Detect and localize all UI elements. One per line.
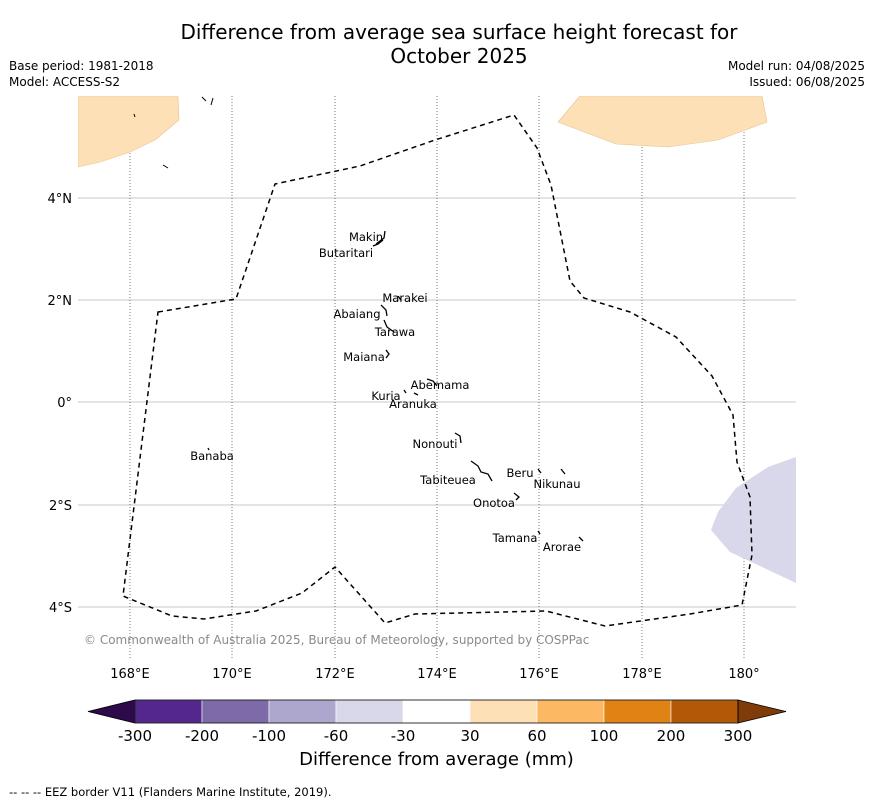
colorbar-tick-label: -200 bbox=[185, 727, 219, 745]
atoll-kuria bbox=[403, 389, 407, 394]
title-line-2: October 2025 bbox=[390, 44, 528, 68]
title-line-1: Difference from average sea surface heig… bbox=[180, 20, 738, 44]
atoll-tabiteuea bbox=[470, 460, 493, 482]
atoll-outlines bbox=[207, 230, 584, 542]
land-fragment bbox=[162, 164, 169, 169]
label-banaba: Banaba bbox=[190, 449, 234, 463]
colorbar-tick-label: -100 bbox=[252, 727, 286, 745]
atoll-aranuka bbox=[413, 392, 419, 396]
colorbar-bin bbox=[201, 699, 270, 724]
label-beru: Beru bbox=[507, 466, 534, 480]
anomaly-patch-northwest bbox=[78, 96, 180, 168]
colorbar-bin bbox=[670, 699, 739, 724]
colorbar-overflow-arrow bbox=[737, 699, 787, 724]
land-fragments bbox=[133, 96, 214, 169]
label-onotoa: Onotoa bbox=[473, 496, 515, 510]
colorbar-bin bbox=[402, 699, 471, 724]
colorbar-tick-label: 30 bbox=[460, 727, 479, 745]
lat-label-4s: 4°S bbox=[49, 601, 72, 616]
issued-date: Issued: 06/08/2025 bbox=[749, 75, 865, 89]
atoll-butaritari bbox=[372, 239, 384, 247]
label-marakei: Marakei bbox=[382, 291, 427, 305]
colorbar-tick-label: 300 bbox=[724, 727, 753, 745]
label-tabiteuea: Tabiteuea bbox=[419, 473, 476, 487]
anomaly-patch-northeast bbox=[557, 96, 768, 148]
lon-label-172e: 172°E bbox=[315, 667, 355, 682]
atoll-onotoa bbox=[513, 492, 520, 501]
atoll-tarawa bbox=[383, 319, 395, 333]
lat-label-0: 0° bbox=[57, 396, 72, 411]
lon-label-180: 180° bbox=[728, 667, 759, 682]
land-fragment bbox=[210, 97, 214, 106]
colorbar-bin bbox=[268, 699, 337, 724]
lon-gridlines bbox=[129, 96, 745, 658]
map-title: Difference from average sea surface heig… bbox=[0, 20, 873, 68]
lat-label-2n: 2°N bbox=[48, 294, 73, 309]
atoll-nikunau bbox=[560, 468, 566, 475]
lon-tick-labels: 168°E 170°E 172°E 174°E 176°E 178°E 180° bbox=[110, 667, 759, 682]
atoll-banaba bbox=[207, 447, 210, 451]
model-name: Model: ACCESS-S2 bbox=[9, 75, 121, 89]
copyright-notice: © Commonwealth of Australia 2025, Bureau… bbox=[84, 633, 589, 647]
label-aranuka: Aranuka bbox=[389, 397, 437, 411]
colorbar-title: Difference from average (mm) bbox=[299, 749, 574, 770]
anomaly-patch-southeast bbox=[711, 457, 796, 583]
label-maiana: Maiana bbox=[343, 350, 385, 364]
colorbar-bin bbox=[536, 699, 605, 724]
colorbar-bin bbox=[134, 699, 203, 724]
colorbar-bins bbox=[134, 699, 739, 724]
atoll-arorae bbox=[578, 536, 584, 542]
atoll-abemama bbox=[426, 378, 438, 387]
label-nikunau: Nikunau bbox=[533, 477, 580, 491]
atoll-tamana bbox=[537, 530, 541, 535]
colorbar-underflow-arrow bbox=[87, 699, 136, 724]
base-period: Base period: 1981-2018 bbox=[9, 59, 154, 73]
model-run: Model run: 04/08/2025 bbox=[727, 59, 865, 73]
label-tamana: Tamana bbox=[492, 531, 538, 545]
colorbar-frame bbox=[134, 699, 739, 724]
meta-left: Base period: 1981-2018 Model: ACCESS-S2 bbox=[9, 58, 154, 90]
lat-label-2s: 2°S bbox=[49, 499, 72, 514]
label-abaiang: Abaiang bbox=[333, 307, 380, 321]
meta-right: Model run: 04/08/2025 Issued: 06/08/2025 bbox=[728, 58, 865, 90]
map-area: Makin Butaritari Marakei Abaiang Tarawa … bbox=[78, 96, 796, 658]
eez-legend-note: -- -- -- EEZ border V11 (Flanders Marine… bbox=[9, 785, 332, 799]
colorbar-tick-label: 60 bbox=[527, 727, 546, 745]
lon-label-168e: 168°E bbox=[110, 667, 150, 682]
island-labels: Makin Butaritari Marakei Abaiang Tarawa … bbox=[190, 230, 581, 554]
colorbar-tick-label: -300 bbox=[118, 727, 152, 745]
land-fragment bbox=[201, 96, 207, 102]
label-butaritari: Butaritari bbox=[319, 246, 373, 260]
colorbar-bin bbox=[335, 699, 404, 724]
label-nonouti: Nonouti bbox=[413, 437, 458, 451]
lon-label-170e: 170°E bbox=[212, 667, 252, 682]
colorbar-tick-label: 200 bbox=[657, 727, 686, 745]
lon-label-174e: 174°E bbox=[417, 667, 457, 682]
lat-tick-labels: 4°N 2°N 0° 2°S 4°S bbox=[48, 192, 73, 616]
atoll-maiana bbox=[385, 349, 390, 359]
lon-label-176e: 176°E bbox=[519, 667, 559, 682]
colorbar-tick-label: 100 bbox=[590, 727, 619, 745]
colorbar-tick-label: -30 bbox=[391, 727, 416, 745]
colorbar-bin bbox=[603, 699, 672, 724]
land-fragment bbox=[133, 113, 136, 118]
atoll-nonouti bbox=[454, 432, 462, 444]
colorbar-tick-label: -60 bbox=[324, 727, 349, 745]
lat-label-4n: 4°N bbox=[48, 192, 73, 207]
eez-border bbox=[122, 114, 753, 627]
atoll-abaiang bbox=[380, 304, 388, 317]
label-makin: Makin bbox=[349, 230, 383, 244]
atoll-marakei bbox=[397, 295, 402, 301]
atoll-makin bbox=[375, 230, 386, 245]
colorbar-bin bbox=[469, 699, 538, 724]
lon-label-178e: 178°E bbox=[622, 667, 662, 682]
label-kuria: Kuria bbox=[371, 389, 400, 403]
label-tarawa: Tarawa bbox=[374, 325, 415, 339]
label-arorae: Arorae bbox=[543, 540, 581, 554]
colorbar-tick-labels: -300 -200 -100 -60 -30 30 60 100 200 300 bbox=[118, 727, 752, 745]
atoll-beru bbox=[537, 468, 542, 474]
label-abemama: Abemama bbox=[411, 378, 470, 392]
colorbar: -300 -200 -100 -60 -30 30 60 100 200 300 bbox=[87, 699, 787, 745]
